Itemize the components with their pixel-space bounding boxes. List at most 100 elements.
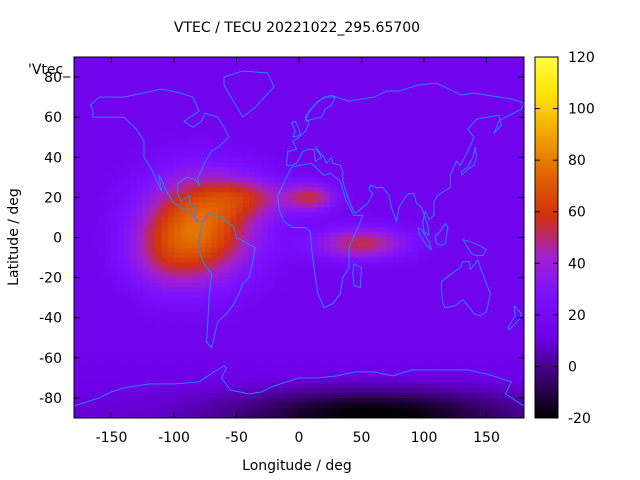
heatmap-cell [411, 382, 419, 389]
heatmap-cell [161, 362, 169, 369]
heatmap-cell [105, 382, 113, 389]
heatmap-cell [511, 347, 519, 354]
heatmap-cell [411, 307, 419, 314]
heatmap-cell [467, 357, 475, 364]
heatmap-cell [186, 337, 194, 344]
heatmap-cell [217, 207, 225, 214]
heatmap-cell [405, 337, 413, 344]
heatmap-cell [142, 392, 150, 399]
heatmap-cell [511, 82, 519, 88]
heatmap-cell [442, 297, 450, 304]
heatmap-cell [386, 172, 394, 178]
heatmap-cell [517, 132, 524, 138]
heatmap-cell [155, 192, 163, 198]
heatmap-cell [205, 207, 213, 214]
heatmap-cell [261, 192, 269, 198]
heatmap-cell [430, 262, 438, 269]
heatmap-cell [455, 102, 463, 108]
heatmap-cell [155, 332, 163, 339]
heatmap-cell [217, 292, 225, 299]
heatmap-cell [336, 147, 344, 153]
heatmap-cell [274, 322, 281, 329]
heatmap-cell [367, 197, 375, 203]
heatmap-cell [242, 57, 250, 63]
heatmap-cell [286, 202, 294, 209]
heatmap-cell [80, 382, 88, 389]
heatmap-cell [136, 267, 144, 274]
heatmap-cell [499, 367, 506, 374]
heatmap-cell [424, 247, 431, 254]
heatmap-cell [499, 282, 506, 289]
heatmap-cell [392, 272, 400, 279]
heatmap-cell [142, 192, 150, 198]
heatmap-cell [99, 142, 106, 148]
heatmap-cell [280, 232, 288, 239]
heatmap-cell [199, 362, 206, 369]
heatmap-cell [255, 227, 263, 234]
heatmap-cell [511, 92, 519, 98]
heatmap-cell [480, 152, 488, 158]
heatmap-cell [480, 322, 488, 329]
heatmap-cell [367, 327, 375, 334]
heatmap-cell [405, 152, 413, 158]
heatmap-cell [149, 402, 156, 409]
heatmap-cell [105, 167, 113, 173]
heatmap-cell [399, 272, 406, 279]
heatmap-cell [405, 292, 413, 299]
heatmap-cell [442, 182, 450, 188]
heatmap-cell [74, 142, 81, 148]
heatmap-cell [517, 57, 524, 63]
heatmap-cell [130, 292, 138, 299]
heatmap-cell [186, 357, 194, 364]
heatmap-cell [355, 277, 363, 284]
heatmap-cell [355, 382, 363, 389]
heatmap-cell [274, 257, 281, 264]
heatmap-cell [236, 297, 244, 304]
heatmap-cell [292, 192, 300, 198]
heatmap-cell [74, 177, 81, 183]
heatmap-cell [149, 277, 156, 284]
heatmap-cell [511, 217, 519, 224]
heatmap-cell [267, 92, 275, 98]
heatmap-cell [124, 337, 131, 344]
heatmap-cell [355, 227, 363, 234]
heatmap-cell [461, 142, 469, 148]
heatmap-cell [342, 77, 350, 83]
heatmap-cell [442, 217, 450, 224]
heatmap-cell [436, 327, 444, 334]
heatmap-cell [280, 237, 288, 244]
heatmap-cell [211, 372, 219, 379]
heatmap-cell [142, 202, 150, 209]
heatmap-cell [436, 147, 444, 153]
heatmap-cell [149, 297, 156, 304]
heatmap-cell [480, 87, 488, 93]
heatmap-cell [417, 307, 425, 314]
heatmap-cell [417, 192, 425, 198]
heatmap-cell [492, 277, 500, 284]
heatmap-cell [199, 397, 206, 404]
heatmap-cell [511, 397, 519, 404]
heatmap-cell [336, 187, 344, 193]
heatmap-cell [292, 302, 300, 309]
heatmap-cell [124, 97, 131, 103]
heatmap-cell [449, 212, 456, 219]
heatmap-cell [211, 147, 219, 153]
heatmap-cell [336, 342, 344, 349]
heatmap-cell [449, 87, 456, 93]
heatmap-cell [292, 142, 300, 148]
heatmap-cell [324, 302, 331, 309]
heatmap-cell [74, 347, 81, 354]
heatmap-cell [255, 177, 263, 183]
heatmap-cell [467, 117, 475, 123]
heatmap-cell [367, 102, 375, 108]
heatmap-cell [105, 127, 113, 133]
heatmap-cell [124, 102, 131, 108]
heatmap-cell [167, 232, 175, 239]
heatmap-cell [205, 382, 213, 389]
heatmap-cell [492, 322, 500, 329]
heatmap-cell [280, 337, 288, 344]
heatmap-cell [249, 192, 256, 198]
heatmap-cell [324, 112, 331, 118]
heatmap-cell [411, 352, 419, 359]
heatmap-cell [380, 257, 388, 264]
